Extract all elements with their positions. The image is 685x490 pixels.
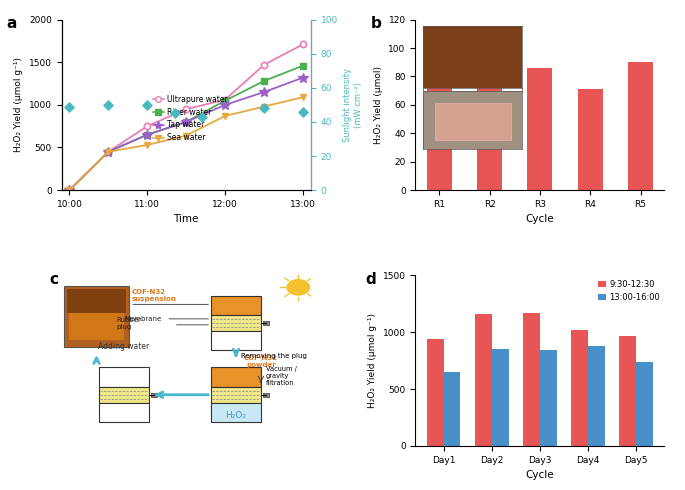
Text: d: d — [366, 272, 376, 287]
FancyBboxPatch shape — [99, 387, 149, 403]
Text: b: b — [371, 16, 382, 31]
Legend: Ultrapure water, River water, Tap water, Sea water: Ultrapure water, River water, Tap water,… — [153, 95, 228, 142]
FancyBboxPatch shape — [211, 331, 261, 350]
Text: Vacuum /
gravity
filtration: Vacuum / gravity filtration — [266, 367, 297, 387]
Point — [103, 101, 114, 109]
Point — [297, 108, 308, 116]
FancyBboxPatch shape — [99, 403, 149, 422]
X-axis label: Cycle: Cycle — [525, 470, 554, 480]
FancyBboxPatch shape — [66, 289, 127, 313]
X-axis label: Cycle: Cycle — [525, 215, 554, 224]
Text: Removing the plug: Removing the plug — [241, 353, 307, 359]
Bar — [492, 349, 508, 446]
Circle shape — [287, 280, 310, 295]
X-axis label: Time: Time — [173, 215, 199, 224]
Text: a: a — [7, 16, 17, 31]
Y-axis label: H₂O₂ Yield (μmol g⁻¹): H₂O₂ Yield (μmol g⁻¹) — [14, 57, 23, 152]
Y-axis label: Sunlight intensity
(mW cm⁻²): Sunlight intensity (mW cm⁻²) — [343, 68, 362, 142]
Bar — [577, 89, 603, 190]
Text: Adding water: Adding water — [99, 342, 149, 351]
Bar — [628, 62, 653, 190]
Bar — [619, 336, 636, 446]
Y-axis label: H₂O₂ Yield (μmol): H₂O₂ Yield (μmol) — [374, 66, 383, 144]
Bar — [523, 313, 540, 446]
FancyBboxPatch shape — [211, 387, 261, 403]
FancyBboxPatch shape — [151, 392, 157, 397]
FancyBboxPatch shape — [211, 315, 261, 331]
Point — [142, 101, 153, 109]
Legend: 9:30-12:30, 13:00-16:00: 9:30-12:30, 13:00-16:00 — [598, 280, 660, 302]
Bar — [427, 76, 452, 190]
Bar — [527, 68, 553, 190]
FancyBboxPatch shape — [211, 296, 261, 315]
FancyBboxPatch shape — [211, 403, 261, 422]
FancyBboxPatch shape — [211, 368, 261, 387]
Text: COF-N32
suspension: COF-N32 suspension — [132, 289, 176, 302]
Bar — [477, 72, 502, 190]
Point — [258, 104, 269, 112]
Bar — [571, 330, 588, 446]
FancyBboxPatch shape — [264, 392, 269, 397]
Text: COF-N32
powder: COF-N32 powder — [244, 355, 278, 368]
Bar — [475, 314, 492, 446]
Text: Membrane: Membrane — [124, 316, 161, 321]
Point — [64, 102, 75, 110]
FancyBboxPatch shape — [69, 306, 124, 340]
Y-axis label: H₂O₂ Yield (μmol g⁻¹): H₂O₂ Yield (μmol g⁻¹) — [368, 313, 377, 408]
FancyBboxPatch shape — [99, 368, 149, 387]
Text: Rubber
plug: Rubber plug — [116, 317, 141, 330]
FancyBboxPatch shape — [264, 321, 269, 325]
FancyBboxPatch shape — [64, 286, 129, 347]
Bar — [540, 350, 557, 446]
Bar — [588, 346, 605, 446]
Point — [197, 113, 208, 121]
Text: c: c — [49, 272, 58, 287]
Bar — [444, 372, 460, 446]
Point — [169, 109, 180, 117]
Bar — [427, 339, 444, 446]
Text: H₂O₂: H₂O₂ — [225, 411, 247, 420]
Bar — [636, 362, 653, 446]
